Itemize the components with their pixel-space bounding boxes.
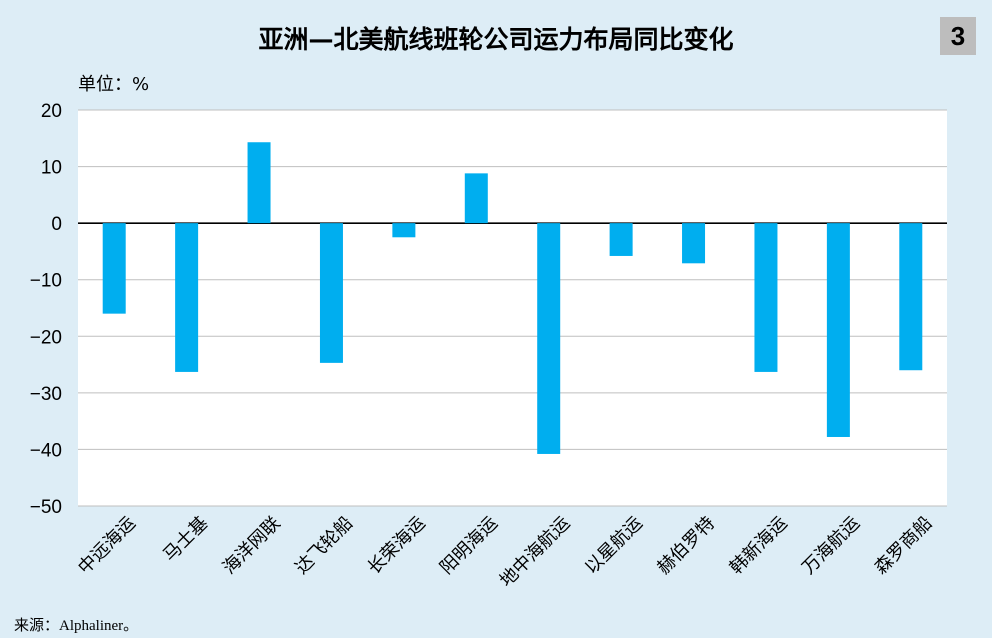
bar (826, 223, 850, 437)
y-tick-label: 20 (41, 101, 62, 122)
y-tick-label: −40 (30, 440, 62, 461)
bars (102, 142, 923, 454)
y-axis-ticks: 20 10 0 −10 −20 −30 −40 −50 (30, 101, 62, 518)
figure-number-badge: 3 (940, 17, 976, 55)
source-note: 来源：Alphaliner。 (14, 618, 139, 634)
x-tick-label: 阳明海运 (436, 513, 502, 579)
bar (319, 223, 343, 363)
bar (392, 223, 416, 238)
y-tick-label: −30 (30, 384, 62, 405)
bar (247, 142, 271, 224)
bar (899, 223, 923, 371)
bar (464, 173, 488, 224)
x-tick-label: 以星航运 (581, 513, 647, 579)
y-tick-label: 10 (41, 158, 62, 179)
chart-title: 亚洲—北美航线班轮公司运力布局同比变化 (258, 25, 734, 54)
x-tick-label: 地中海航运 (496, 513, 574, 591)
y-tick-label: −20 (30, 327, 62, 348)
bar (175, 223, 199, 372)
bar (537, 223, 561, 454)
x-tick-label: 马士基 (159, 513, 212, 566)
y-tick-label: −10 (30, 271, 62, 292)
x-tick-label: 万海航运 (798, 513, 864, 579)
bar (609, 223, 633, 256)
x-tick-label: 长荣海运 (364, 513, 430, 579)
bar (754, 223, 778, 372)
y-tick-label: 0 (51, 214, 62, 235)
x-tick-label: 中远海运 (74, 513, 140, 579)
bar (682, 223, 706, 264)
plot-area (78, 110, 947, 506)
x-tick-label: 海洋网联 (219, 513, 285, 579)
x-tick-label: 赫伯罗特 (653, 513, 719, 579)
x-tick-label: 韩新海运 (726, 513, 792, 579)
x-tick-label: 达飞轮船 (291, 513, 357, 579)
gridlines (78, 109, 947, 507)
x-tick-label: 森罗商船 (871, 513, 937, 579)
bar (102, 223, 126, 314)
y-tick-label: −50 (30, 497, 62, 518)
unit-label: 单位：% (78, 74, 150, 95)
